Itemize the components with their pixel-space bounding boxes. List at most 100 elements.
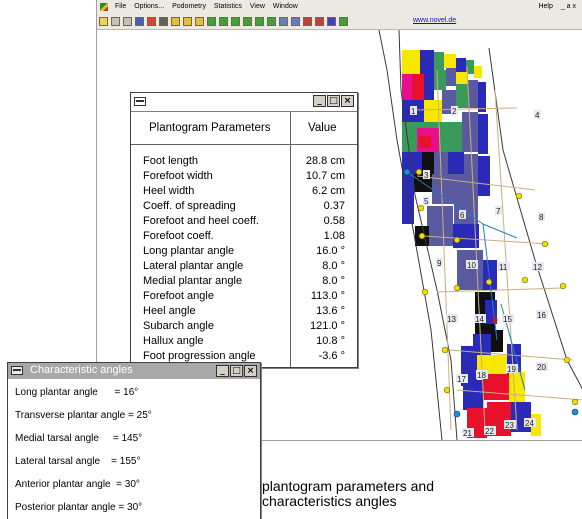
system-menu-icon[interactable] — [11, 366, 23, 375]
parameter-value: -3.6 ° — [318, 350, 345, 362]
parameter-name: Hallux angle — [143, 335, 204, 347]
maximize-button[interactable]: □ — [230, 365, 243, 377]
foot-diff-icon[interactable] — [267, 17, 276, 26]
open-icon[interactable] — [99, 17, 108, 26]
menu-bar: File Options... Podometry Statistics Vie… — [97, 0, 582, 14]
angle-row: Anterior plantar angle = 30° — [15, 479, 140, 490]
close-button[interactable]: × — [341, 95, 354, 107]
grid-line-vertical — [466, 65, 486, 431]
zone-label-bg — [498, 262, 510, 271]
measurement-node — [521, 276, 529, 284]
pressure-cell — [444, 54, 456, 68]
pressure-cell — [456, 58, 466, 72]
parameter-name: Subarch angle — [143, 320, 214, 332]
angle-row: Transverse plantar angle = 25° — [15, 410, 152, 421]
menu-help[interactable]: Help — [538, 3, 553, 10]
foot-right-icon[interactable] — [219, 17, 228, 26]
website-link[interactable]: www.novel.de — [413, 17, 457, 24]
parameter-name: Coeff. of spreading — [143, 200, 236, 212]
measurement-node — [563, 356, 571, 364]
print-preview-icon[interactable] — [123, 17, 132, 26]
outline-medial-line — [398, 30, 458, 440]
print-icon[interactable] — [111, 17, 120, 26]
compare-a-icon[interactable] — [171, 17, 180, 26]
menu-view[interactable]: View — [249, 3, 265, 10]
parameter-row: Foot length 28.8 cm — [131, 155, 357, 170]
characteristic-angles-window: Characteristic angles _ □ × Long plantar… — [7, 362, 261, 519]
export-icon[interactable] — [303, 17, 312, 26]
parameter-value: 13.6 ° — [316, 305, 345, 317]
window-titlebar[interactable]: Characteristic angles _ □ × — [8, 363, 260, 379]
parameter-name: Long plantar angle — [143, 245, 235, 257]
zone-label: 4 — [535, 111, 540, 120]
menu-window[interactable]: Window — [272, 3, 298, 10]
zone-label: 12 — [533, 263, 542, 272]
zone-label: 23 — [505, 421, 514, 430]
zone-label-bg — [534, 110, 541, 119]
parameter-value: 10.8 ° — [316, 335, 345, 347]
grid-line-vertical — [494, 89, 518, 431]
foot-both-icon[interactable] — [231, 17, 240, 26]
pressure-cell — [432, 174, 454, 204]
pressure-cell — [466, 60, 474, 74]
zone-label-bg — [476, 370, 488, 379]
foot-left-icon[interactable] — [207, 17, 216, 26]
column-divider — [290, 112, 291, 367]
parameter-row: Foot progression angle -3.6 ° — [131, 350, 357, 365]
plantogram-parameters-window: _ □ × Plantogram Parameters Value Foot l… — [130, 92, 358, 368]
maximize-button[interactable]: □ — [327, 95, 340, 107]
app-icon — [100, 3, 108, 11]
parameter-name: Forefoot and heel coeff. — [143, 215, 259, 227]
novel-logo-icon[interactable] — [339, 17, 348, 26]
window-controls[interactable]: _ a x — [560, 3, 576, 10]
menu-file[interactable]: File — [114, 3, 127, 10]
pressure-cell — [491, 330, 503, 352]
menu-statistics[interactable]: Statistics — [213, 3, 242, 10]
grid-icon[interactable] — [159, 17, 168, 26]
zone-label: 5 — [424, 197, 429, 206]
pdf-icon[interactable] — [279, 17, 288, 26]
caption-line-1: plantogram parameters and — [262, 478, 434, 494]
zone-label: 2 — [452, 107, 457, 116]
compare-c-icon[interactable] — [195, 17, 204, 26]
pressure-cell — [468, 80, 478, 108]
angle-line — [482, 223, 518, 239]
pdf-icon-2[interactable] — [291, 17, 300, 26]
angle-row: Lateral tarsal angle = 155° — [15, 456, 141, 467]
measurement-node-blue — [453, 410, 461, 418]
parameter-value: 0.58 — [323, 215, 345, 227]
filter-icon[interactable] — [147, 17, 156, 26]
zone-label-bg — [506, 364, 518, 373]
save-icon[interactable] — [135, 17, 144, 26]
window-titlebar[interactable]: _ □ × — [131, 93, 357, 112]
foot-sum-icon[interactable] — [255, 17, 264, 26]
foot-pair-icon[interactable] — [243, 17, 252, 26]
minimize-button[interactable]: _ — [313, 95, 326, 107]
window-title: Characteristic angles — [30, 364, 133, 376]
parameter-name: Medial plantar angle — [143, 275, 243, 287]
minimize-button[interactable]: _ — [216, 365, 229, 377]
pressure-cell — [456, 84, 468, 108]
parameter-value: 8.0 ° — [322, 260, 345, 272]
close-button[interactable]: × — [244, 365, 257, 377]
pressure-cell — [427, 206, 453, 246]
measurement-node — [571, 398, 579, 406]
grid-line-horizontal — [414, 107, 518, 111]
compare-b-icon[interactable] — [183, 17, 192, 26]
export-icon-2[interactable] — [315, 17, 324, 26]
zone-label-bg — [532, 262, 544, 271]
zone-label-bg — [456, 374, 468, 383]
menu-options[interactable]: Options... — [134, 3, 165, 10]
zone-label: 22 — [485, 427, 494, 436]
pressure-cell — [402, 50, 420, 74]
parameter-row: Forefoot angle 113.0 ° — [131, 290, 357, 305]
zone-label-bg — [446, 314, 458, 323]
measurement-node — [453, 236, 461, 244]
angle-row: Posterior plantar angle = 30° — [15, 502, 143, 513]
report-icon[interactable] — [327, 17, 336, 26]
system-menu-icon[interactable] — [134, 97, 146, 106]
parameter-name: Heel width — [143, 185, 195, 197]
menu-podometry[interactable]: Podometry — [172, 3, 206, 10]
zone-label: 20 — [537, 363, 546, 372]
